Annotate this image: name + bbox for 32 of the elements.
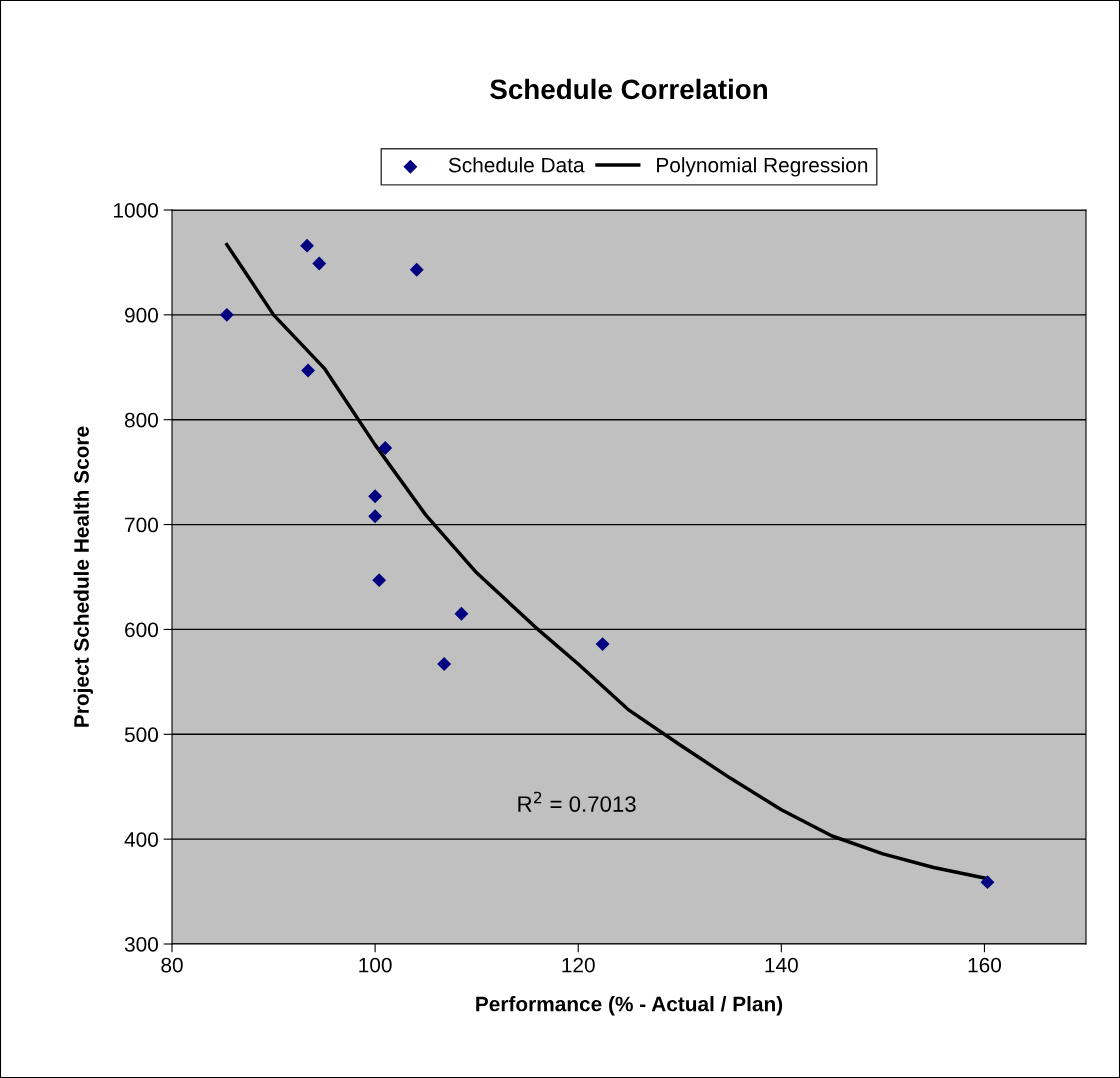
point: [372, 573, 387, 588]
y-tick-label: 900: [125, 307, 158, 323]
point: [368, 509, 383, 524]
point: [409, 262, 424, 277]
point: [368, 489, 383, 504]
annotation: R$^{2}$ = 0.7013: [518, 791, 636, 812]
point: [595, 637, 610, 652]
point: [300, 238, 315, 253]
y-axis-title: Project Schedule Health Score: [73, 426, 94, 727]
point: [219, 307, 234, 322]
point: [437, 657, 452, 671]
point: [378, 441, 393, 455]
legend-label: Schedule Data: [448, 157, 585, 173]
y-tick-label: 300: [124, 937, 158, 952]
y-tick-label: 600: [125, 622, 158, 638]
y-tick-label: 800: [124, 412, 158, 428]
point: [301, 363, 316, 378]
point: [454, 606, 469, 621]
x-axis-title: Performance (% - Actual / Plan): [476, 996, 783, 1016]
y-tick-label: 500: [124, 727, 158, 743]
x-tick-label: 80: [161, 957, 183, 973]
x-tick-label: 120: [562, 957, 595, 973]
x-tick-label: 160: [968, 957, 1002, 973]
x-tick-label: 100: [359, 957, 392, 973]
chart-title: Schedule Correlation: [490, 78, 767, 100]
x-tick-label: 140: [765, 957, 798, 973]
y-tick-label: 400: [124, 832, 158, 847]
y-tick-label: 1000: [114, 203, 158, 218]
point: [312, 256, 327, 271]
legend-label: Polynomial Regression: [657, 157, 868, 177]
point: [980, 875, 995, 890]
y-tick-label: 700: [125, 517, 158, 533]
